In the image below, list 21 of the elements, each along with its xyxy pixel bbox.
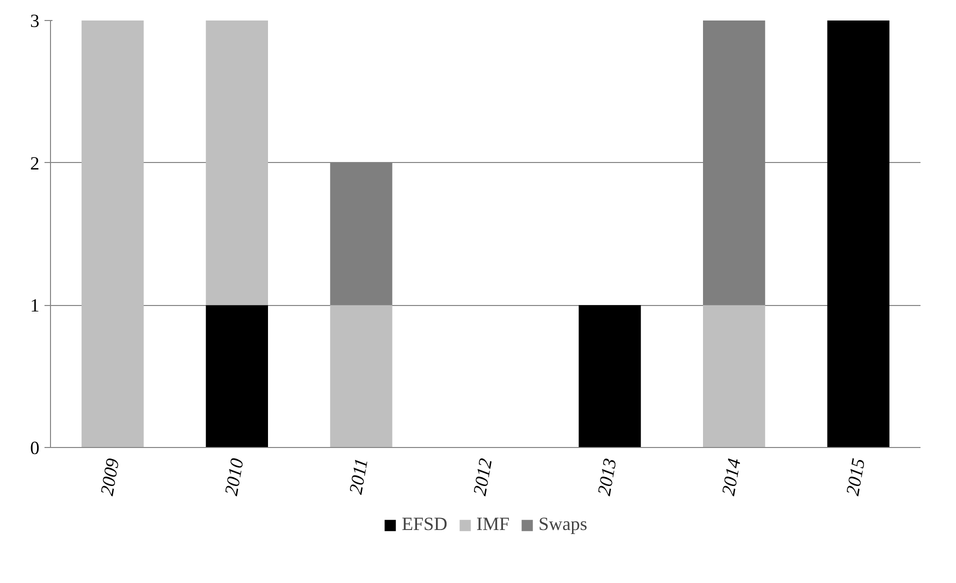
- y-tick-label: 0: [30, 438, 40, 459]
- legend-label: Swaps: [538, 514, 588, 536]
- y-tick-label: 3: [30, 11, 40, 32]
- x-tick-label: 2015: [842, 456, 870, 498]
- bar: [206, 305, 268, 448]
- legend-label: IMF: [476, 514, 510, 536]
- bar: [82, 20, 144, 448]
- y-tick-label: 2: [30, 153, 40, 174]
- bar: [330, 305, 392, 448]
- bar: [206, 20, 268, 306]
- y-tick-label: 1: [30, 296, 40, 317]
- x-tick-label: 2010: [221, 456, 248, 498]
- bar: [703, 305, 766, 448]
- x-tick-label: 2009: [96, 456, 124, 498]
- x-tick-label: 2012: [470, 456, 497, 498]
- x-tick-label: 2013: [594, 456, 622, 498]
- x-tick-label: 2014: [718, 456, 746, 498]
- legend-label: EFSD: [402, 514, 448, 536]
- bar: [578, 305, 641, 448]
- x-tick-label: 2011: [346, 456, 373, 496]
- bar: [827, 20, 890, 448]
